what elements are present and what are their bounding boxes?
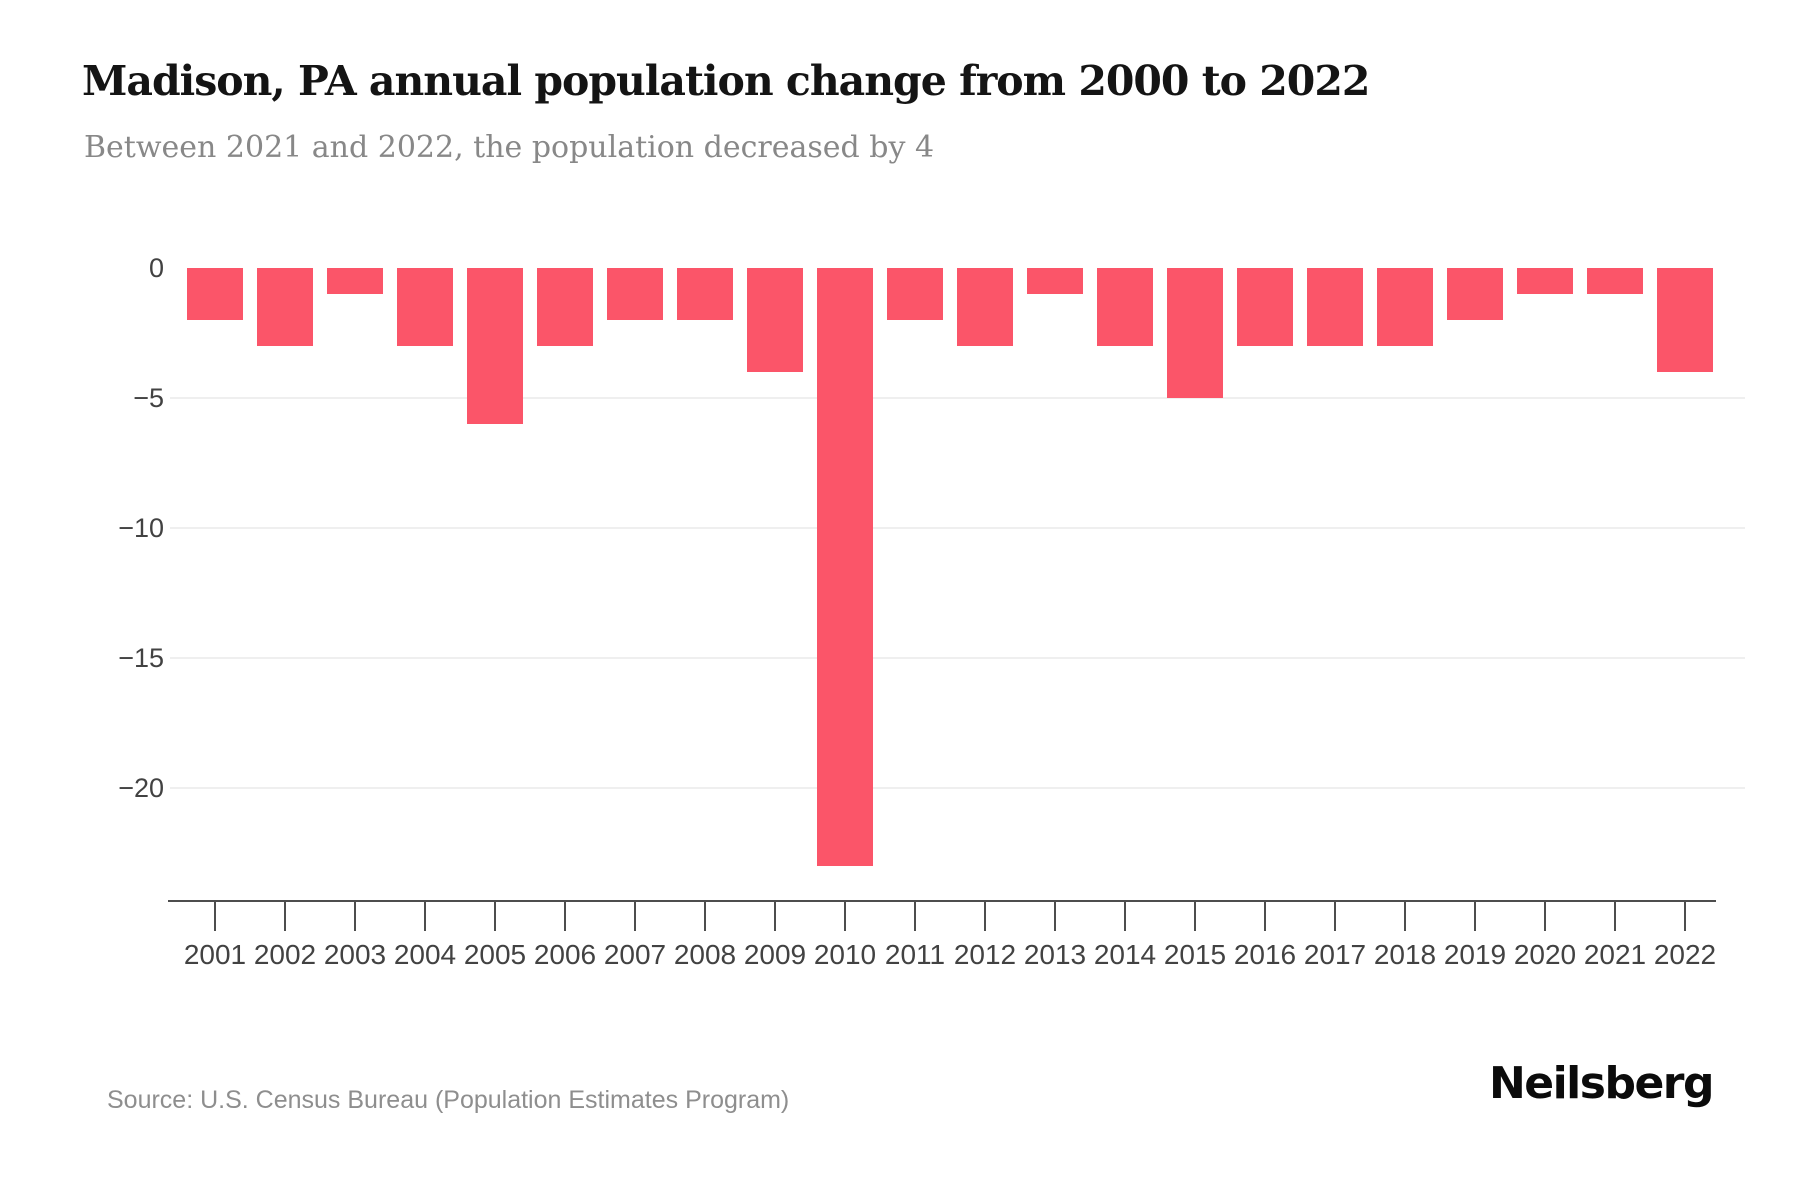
bar-2021[interactable] <box>1587 268 1643 294</box>
x-axis-tick-2020 <box>1544 900 1546 931</box>
x-axis-label-2019: 2019 <box>1443 939 1507 970</box>
x-axis-tick-2021 <box>1614 900 1616 931</box>
chart-title: Madison, PA annual population change fro… <box>82 57 1370 105</box>
x-axis-label-2008: 2008 <box>673 939 737 970</box>
x-axis-tick-2008 <box>704 900 706 931</box>
x-axis-tick-2004 <box>424 900 426 931</box>
x-axis-label-2012: 2012 <box>953 939 1017 970</box>
x-axis-tick-2010 <box>844 900 846 931</box>
x-axis-tick-2016 <box>1264 900 1266 931</box>
bar-2014[interactable] <box>1097 268 1153 346</box>
bar-2013[interactable] <box>1027 268 1083 294</box>
x-axis-label-2011: 2011 <box>884 939 946 970</box>
x-axis-label-2009: 2009 <box>743 939 807 970</box>
x-axis-label-2003: 2003 <box>323 939 387 970</box>
x-axis-label-2020: 2020 <box>1513 939 1577 970</box>
bar-2018[interactable] <box>1377 268 1433 346</box>
bar-2002[interactable] <box>257 268 313 346</box>
x-axis-label-2002: 2002 <box>253 939 317 970</box>
x-axis-label-2006: 2006 <box>533 939 597 970</box>
bar-2022[interactable] <box>1657 268 1713 372</box>
bar-2017[interactable] <box>1307 268 1363 346</box>
bar-2009[interactable] <box>747 268 803 372</box>
x-axis-tick-2012 <box>984 900 986 931</box>
bar-2019[interactable] <box>1447 268 1503 320</box>
x-axis-tick-2018 <box>1404 900 1406 931</box>
x-axis-tick-2022 <box>1684 900 1686 931</box>
neilsberg-logo: Neilsberg <box>1488 1058 1715 1109</box>
gridline-y-20 <box>170 787 1745 789</box>
x-axis-label-2010: 2010 <box>813 939 877 970</box>
x-axis-label-2015: 2015 <box>1163 939 1227 970</box>
x-axis-label-2013: 2013 <box>1023 939 1087 970</box>
x-axis-label-2016: 2016 <box>1233 939 1297 970</box>
bar-2004[interactable] <box>397 268 453 346</box>
x-axis-tick-2003 <box>354 900 356 931</box>
chart-subtitle: Between 2021 and 2022, the population de… <box>84 130 935 165</box>
x-axis-tick-2013 <box>1054 900 1056 931</box>
x-axis-line <box>168 900 1716 902</box>
bar-2008[interactable] <box>677 268 733 320</box>
bar-2012[interactable] <box>957 268 1013 346</box>
x-axis-tick-2015 <box>1194 900 1196 931</box>
bar-chart-plot-area: 0 −5 −10 −15 −20 2001 2002 2003 2004 2005 2006 2007… <box>118 253 1745 970</box>
x-axis-tick-2002 <box>284 900 286 931</box>
x-axis-label-2014: 2014 <box>1093 939 1157 970</box>
bar-2007[interactable] <box>607 268 663 320</box>
y-axis-label--5: −5 <box>133 383 164 413</box>
x-axis-label-2022: 2022 <box>1653 939 1717 970</box>
y-axis-label--20: −20 <box>118 773 164 803</box>
bar-2001[interactable] <box>187 268 243 320</box>
x-axis-tick-2011 <box>914 900 916 931</box>
y-axis-label-0: 0 <box>148 253 164 283</box>
x-axis-tick-2001 <box>214 900 216 931</box>
x-axis-tick-2019 <box>1474 900 1476 931</box>
x-axis-tick-2005 <box>494 900 496 931</box>
source-attribution: Source: U.S. Census Bureau (Population E… <box>107 1086 790 1114</box>
y-axis-label--15: −15 <box>118 643 164 673</box>
bar-2020[interactable] <box>1517 268 1573 294</box>
x-axis-label-2001: 2001 <box>183 939 247 970</box>
x-axis-label-2017: 2017 <box>1303 939 1367 970</box>
y-axis-label--10: −10 <box>118 513 164 543</box>
x-axis-tick-2009 <box>774 900 776 931</box>
x-axis-label-2018: 2018 <box>1373 939 1437 970</box>
x-axis-label-2004: 2004 <box>393 939 457 970</box>
bar-2006[interactable] <box>537 268 593 346</box>
x-axis-tick-2007 <box>634 900 636 931</box>
bar-2005[interactable] <box>467 268 523 424</box>
x-axis-tick-2006 <box>564 900 566 931</box>
bar-2015[interactable] <box>1167 268 1223 398</box>
bar-2010[interactable] <box>817 268 873 866</box>
bar-2016[interactable] <box>1237 268 1293 346</box>
x-axis-tick-2017 <box>1334 900 1336 931</box>
x-axis-label-2005: 2005 <box>463 939 527 970</box>
gridline-y-15 <box>170 657 1745 659</box>
gridline-y-10 <box>170 527 1745 529</box>
x-axis-tick-2014 <box>1124 900 1126 931</box>
gridline-y-5 <box>170 397 1745 399</box>
bar-2011[interactable] <box>887 268 943 320</box>
x-axis-label-2021: 2021 <box>1583 939 1647 970</box>
bar-2003[interactable] <box>327 268 383 294</box>
x-axis-label-2007: 2007 <box>603 939 667 970</box>
